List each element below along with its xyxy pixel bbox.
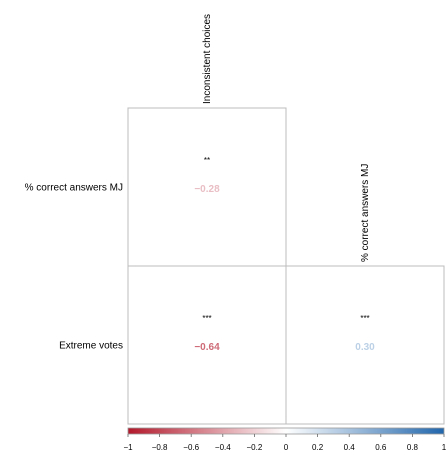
row-label: Extreme votes <box>59 341 123 352</box>
matrix-cells <box>127 107 445 425</box>
column-label: % correct answers MJ <box>360 164 371 262</box>
colorbar-tick-label: −1 <box>123 443 133 452</box>
colorbar-tick-label: 1 <box>442 443 446 452</box>
colorbar-tick-label: −0.2 <box>247 443 263 452</box>
correlation-value: −0.28 <box>194 184 220 195</box>
column-label: Inconsistent choices <box>202 14 213 104</box>
colorbar-tick-label: 0.6 <box>375 443 387 452</box>
matrix-cell-r0-c0 <box>127 107 287 267</box>
cell-values: ** −0.28 *** −0.64 *** 0.30 <box>194 156 375 353</box>
colorbar-tick-label: 0.8 <box>407 443 419 452</box>
colorbar-tick-label: −0.4 <box>215 443 231 452</box>
colorbar-tick-label: 0.2 <box>312 443 324 452</box>
significance-stars: *** <box>360 314 369 323</box>
colorbar-tick-label: −0.6 <box>183 443 199 452</box>
colorbar-gradient <box>127 427 445 435</box>
column-labels: Inconsistent choices % correct answers MJ <box>202 14 371 262</box>
correlation-value: 0.30 <box>355 342 375 353</box>
colorbar-tick-label: 0.4 <box>344 443 356 452</box>
matrix-cell-r1-c1 <box>285 265 445 425</box>
colorbar-tick-label: 0 <box>284 443 289 452</box>
row-labels: % correct answers MJ Extreme votes <box>25 183 123 352</box>
matrix-cell-r1-c0 <box>127 265 287 425</box>
correlation-value: −0.64 <box>194 342 220 353</box>
colorbar: −1 −0.8 −0.6 −0.4 −0.2 0 0.2 0.4 0.6 0.8 1 <box>123 427 446 452</box>
significance-stars: ** <box>204 156 210 165</box>
colorbar-tick-label: −0.8 <box>152 443 168 452</box>
row-label: % correct answers MJ <box>25 183 123 194</box>
significance-stars: *** <box>202 314 211 323</box>
